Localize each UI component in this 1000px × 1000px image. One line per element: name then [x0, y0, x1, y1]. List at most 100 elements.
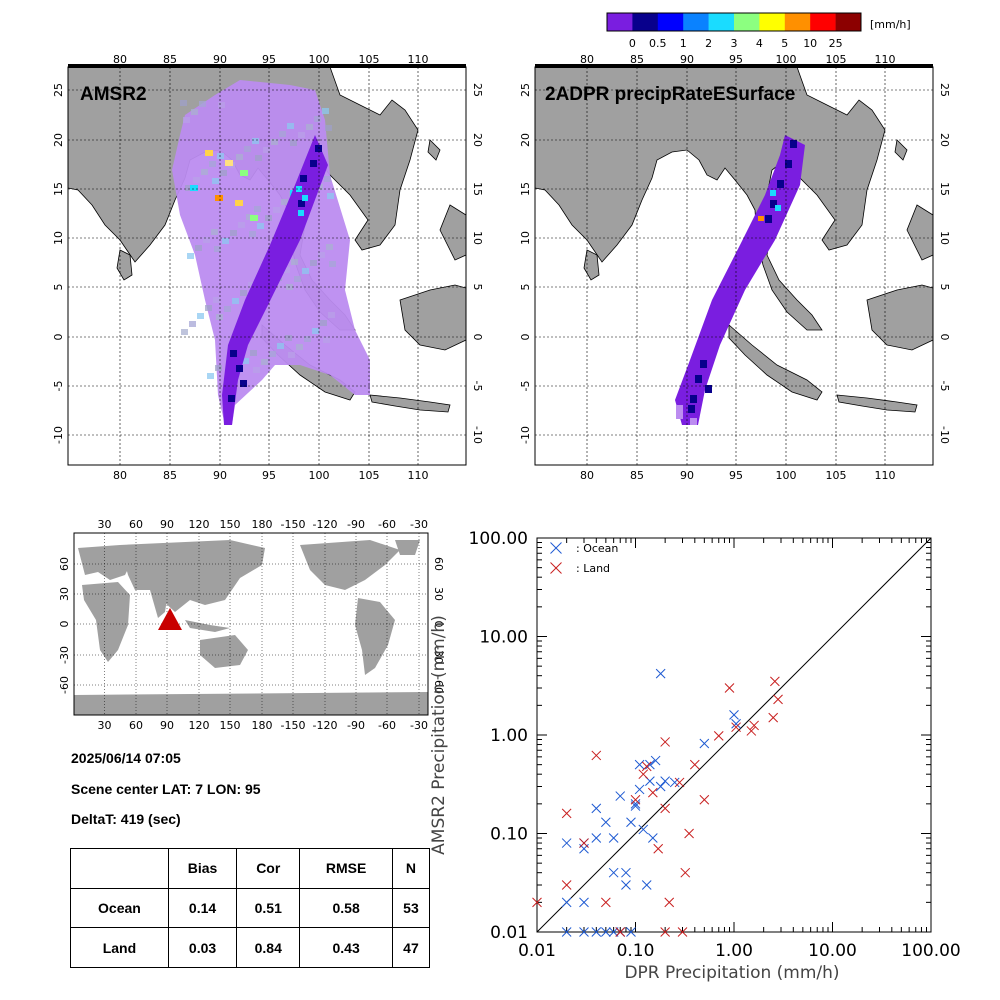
amsr2-cell — [240, 290, 247, 296]
lat-tick-label: -5 — [519, 381, 532, 392]
marker-stroke — [591, 833, 602, 843]
stats-cell: 0.03 — [167, 927, 238, 968]
amsr2-swath — [172, 80, 370, 425]
lon-tick-label: 90 — [213, 53, 227, 66]
globe-lat-tick: -60 — [432, 676, 445, 694]
amsr2-cell — [320, 320, 327, 326]
marker-stroke — [561, 927, 572, 937]
marker-stroke — [664, 897, 675, 908]
lon-tick-label: 95 — [729, 53, 743, 66]
amsr2-cell — [230, 230, 237, 236]
ocean-point — [634, 784, 645, 795]
amsr2-cell — [296, 344, 303, 350]
amsr2-cell — [222, 238, 229, 244]
amsr2-cell — [181, 329, 188, 335]
stats-header-cell: Cor — [236, 848, 301, 889]
colorbar-swatch — [607, 13, 633, 31]
lat-tick-label: 20 — [938, 133, 951, 147]
ocean-point — [579, 897, 589, 908]
amsr2-cell — [265, 215, 272, 221]
amsr2-cell — [322, 108, 329, 114]
colorbar-label: 10 — [803, 37, 817, 50]
ocean-point — [621, 880, 631, 890]
globe-frame — [73, 532, 429, 716]
x-tick-label: 0.10 — [617, 941, 655, 961]
amsr2-cell — [255, 155, 262, 161]
lat-tick-label: 0 — [519, 334, 532, 341]
map-land — [68, 67, 466, 413]
amsr2-rain-cell — [298, 200, 305, 207]
ocean-point — [579, 927, 589, 937]
globe-lon-tick: 180 — [252, 719, 273, 732]
lon-tick-label: 85 — [630, 469, 644, 482]
globe-lon-tick: -30 — [410, 719, 428, 732]
amsr2-cell — [328, 312, 335, 318]
stats-header-cell — [70, 848, 169, 889]
ocean-point — [655, 781, 666, 792]
lon-tick-label: 90 — [680, 53, 694, 66]
land-point — [630, 794, 641, 805]
statistics-table: Bias Cor RMSE N Ocean 0.14 0.51 0.58 53 … — [70, 848, 431, 968]
marker-stroke — [768, 712, 779, 723]
colorbar-swatch — [835, 13, 862, 31]
colorbar-label: 0 — [629, 37, 636, 50]
lat-tick-label: 25 — [52, 83, 65, 97]
y-tick-label: 0.01 — [490, 923, 528, 943]
land-point — [561, 808, 572, 819]
marker-stroke — [638, 824, 649, 835]
amsr2-cell — [269, 351, 276, 357]
lon-tick-label: 100 — [776, 53, 797, 66]
amsr2-cell — [287, 123, 294, 129]
ocean-point — [621, 867, 631, 878]
y-tick-label: 0.10 — [490, 825, 528, 845]
ocean-point — [600, 817, 611, 828]
lat-tick-label: 15 — [938, 182, 951, 196]
globe-lon-tick: -150 — [281, 518, 306, 531]
dpr-rain-cell — [770, 200, 777, 208]
marker-stroke — [600, 927, 611, 937]
x-tick-label: 1.00 — [715, 941, 753, 961]
amsr2-cell — [250, 350, 257, 356]
marker-stroke — [641, 880, 652, 890]
amsr2-rain-cell — [240, 380, 247, 387]
map-title-dpr: 2ADPR precipRateESurface — [545, 84, 795, 105]
amsr2-cell — [310, 260, 317, 266]
ocean-point — [615, 791, 626, 801]
lat-tick-label: -5 — [52, 381, 65, 392]
marker-stroke — [561, 838, 572, 848]
ocean-point — [645, 759, 655, 770]
colorbar: 0 0.5 1 2 3 4 5 10 25 [mm/h] — [606, 12, 911, 50]
lon-tick-label: 90 — [680, 469, 694, 482]
amsr2-cell — [290, 140, 297, 146]
lat-tick-label: 25 — [471, 83, 484, 97]
marker-stroke — [655, 668, 666, 679]
amsr2-cell — [203, 237, 210, 243]
ocean-point — [650, 755, 661, 766]
colorbar-label: 4 — [756, 37, 763, 50]
marker-stroke — [731, 722, 741, 733]
map-gridlines — [535, 64, 933, 465]
colorbar-swatches — [606, 12, 862, 32]
scene-center: Scene center LAT: 7 LON: 95 — [71, 781, 261, 797]
marker-stroke — [645, 776, 655, 787]
lon-tick-label: 105 — [359, 53, 380, 66]
amsr2-cell — [252, 138, 259, 144]
amsr2-rain-cell — [300, 175, 307, 182]
stats-cell: 0.43 — [299, 927, 393, 968]
globe-lon-tick: -120 — [313, 719, 338, 732]
marker-stroke — [615, 791, 626, 801]
amsr2-cell — [279, 131, 286, 137]
land-point — [664, 897, 675, 908]
land-point — [653, 843, 664, 854]
land-point — [731, 722, 741, 733]
lat-tick-label: 5 — [938, 284, 951, 291]
amsr2-cell — [249, 231, 256, 237]
stats-cell: Land — [70, 927, 169, 968]
colorbar-swatch — [708, 13, 735, 31]
ocean-point — [647, 833, 658, 843]
frame-accent — [535, 64, 933, 68]
marker-stroke — [579, 927, 589, 937]
marker-stroke — [677, 927, 688, 937]
amsr2-cell — [329, 261, 336, 267]
amsr2-dpr-band — [222, 135, 328, 425]
